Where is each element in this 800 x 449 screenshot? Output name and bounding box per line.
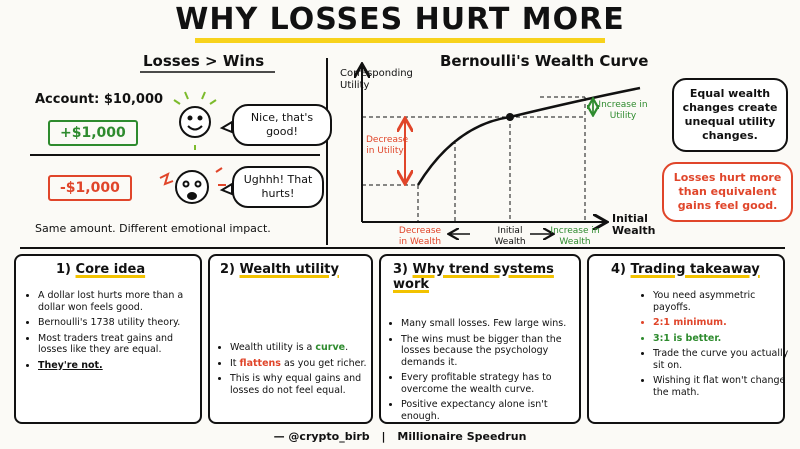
bullet: 2:1 minimum. <box>653 317 793 329</box>
x-axis-label: Initial Wealth <box>612 212 656 237</box>
bullets: You need asymmetric payoffs. 2:1 minimum.… <box>641 290 793 402</box>
loss-bubble: Ughhh! That hurts! <box>232 166 324 208</box>
account: Account: $10,000 <box>35 92 164 107</box>
panel-number: 1) <box>56 262 71 277</box>
decrease-utility: Decrease in Utility <box>366 135 409 156</box>
caption: Same amount. Different emotional impact. <box>35 222 271 235</box>
bullet-part: Wealth utility is a <box>230 342 316 353</box>
loss-amount: -$1,000 <box>48 175 132 201</box>
gain-amount: +$1,000 <box>48 120 138 146</box>
bullet-part: It <box>230 357 240 369</box>
bullet: This is why equal gains and losses do no… <box>230 373 378 396</box>
panel: 2) Wealth utility Wealth utility is a cu… <box>208 254 373 424</box>
bullets: Wealth utility is a curve. It flattens as… <box>218 342 378 400</box>
panel-title: Why trend systems work <box>393 262 554 292</box>
note: Equal wealth changes create unequal util… <box>672 78 788 152</box>
bullet: It flattens as you get richer. <box>230 358 378 370</box>
panel-title: Wealth utility <box>239 262 339 277</box>
bullet-part: flattens <box>239 357 281 369</box>
bubble-tail <box>219 120 233 134</box>
title: WHY LOSSES HURT MORE <box>175 2 625 37</box>
wealth-chart <box>362 66 641 234</box>
note: Losses hurt more than equivalent gains f… <box>662 162 793 222</box>
bullet: Wealth utility is a curve. <box>230 342 378 354</box>
panel: 1) Core idea A dollar lost hurts more th… <box>14 254 202 424</box>
bullet: Trade the curve you actually sit on. <box>653 348 793 371</box>
happy-face <box>173 91 217 150</box>
bullet: Every profitable strategy has to overcom… <box>401 372 587 395</box>
increase-utility: Increase in Utility <box>598 100 648 121</box>
bullet: 3:1 is better. <box>653 333 793 345</box>
initial-wealth: Initial Wealth <box>494 226 526 247</box>
bullet: The wins must be bigger than the losses … <box>401 334 587 369</box>
y-axis-label: Corresponding Utility <box>340 68 413 91</box>
bullet: Positive expectancy alone isn't enough. <box>401 399 587 422</box>
panel-title: Trading takeaway <box>630 262 760 277</box>
footer-brand: Millionaire Speedrun <box>397 430 527 443</box>
bullet: Many small losses. Few large wins. <box>401 318 587 330</box>
bullet: Bernoulli's 1738 utility theory. <box>38 317 204 329</box>
chart-heading: Bernoulli's Wealth Curve <box>440 52 649 70</box>
panel: 4) Trading takeaway You need asymmetric … <box>587 254 788 424</box>
title-underline <box>195 38 605 43</box>
upset-face <box>159 167 226 204</box>
footer-handle: — @crypto_birb <box>273 430 370 443</box>
footer: — @crypto_birb | Millionaire Speedrun <box>273 430 527 443</box>
bullet: Wishing it flat won't change the math. <box>653 375 793 398</box>
bullet: You need asymmetric payoffs. <box>653 290 793 313</box>
bullet: They're not. <box>38 360 204 372</box>
bullet-part: curve <box>315 342 346 353</box>
increase-wealth: Increase in Wealth <box>550 226 600 247</box>
panel-title: Core idea <box>75 262 146 277</box>
panel: 3) Why trend systems work Many small los… <box>379 254 581 424</box>
decrease-wealth: Decrease in Wealth <box>398 226 442 247</box>
bullets: A dollar lost hurts more than a dollar w… <box>26 290 204 375</box>
bullet: A dollar lost hurts more than a dollar w… <box>38 290 204 313</box>
bullet-part: . <box>345 342 349 353</box>
panel-number: 2) <box>220 262 235 277</box>
panel-number: 3) <box>393 262 408 277</box>
bullets: Many small losses. Few large wins. The wi… <box>389 318 587 426</box>
panel-number: 4) <box>611 262 626 277</box>
bullet: Most traders treat gains and losses like… <box>38 333 204 356</box>
section-heading: Losses > Wins <box>143 52 265 70</box>
bullet-part: as you get richer. <box>280 357 367 369</box>
gain-bubble: Nice, that's good! <box>232 104 332 146</box>
